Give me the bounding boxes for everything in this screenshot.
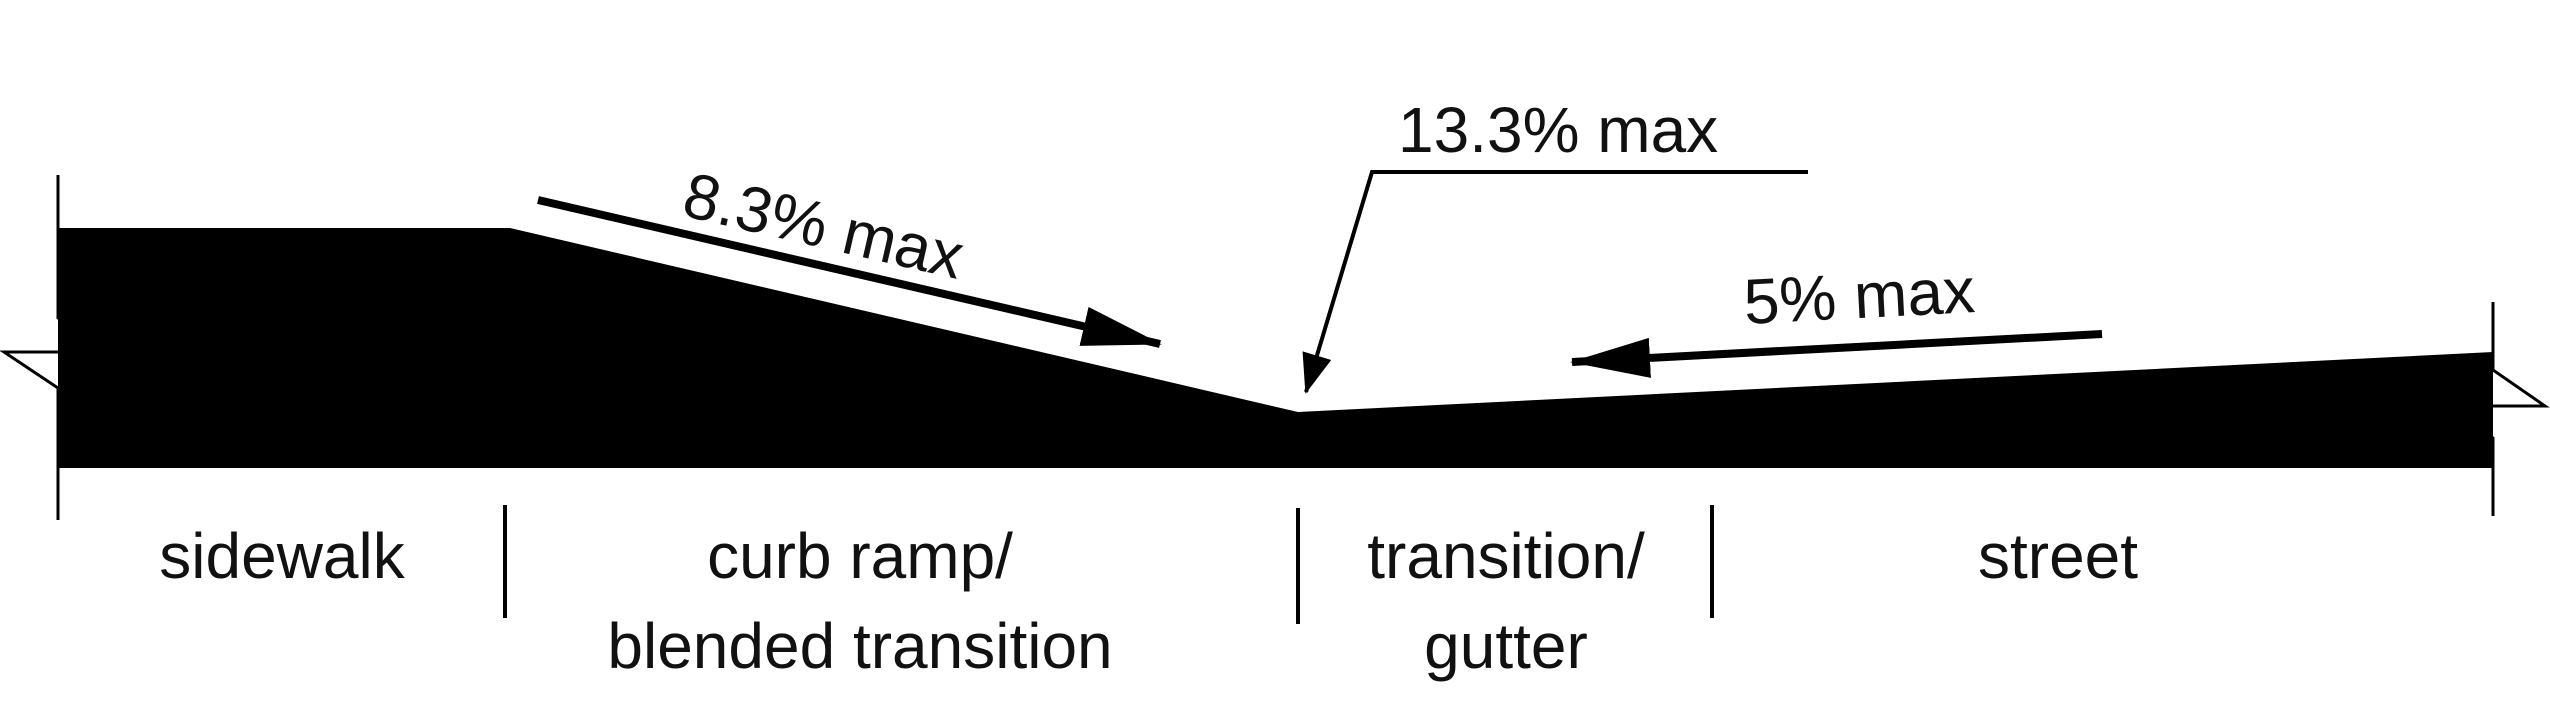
left-break-cutout	[0, 300, 58, 400]
zone-label-curb-ramp-line1: curb ramp/	[707, 520, 1013, 592]
transition-leader-line	[1302, 170, 1808, 394]
ground-profile	[58, 228, 2493, 468]
zone-label-street: street	[1978, 520, 2138, 592]
zone-label-sidewalk: sidewalk	[159, 520, 405, 592]
ramp-slope-arrow	[537, 196, 1162, 348]
right-break-line	[2443, 302, 2550, 516]
ramp-slope-label: 8.3% max	[677, 158, 970, 292]
street-slope-arrow	[1570, 330, 2103, 378]
zone-label-gutter-line2: gutter	[1424, 610, 1588, 682]
left-break-line	[0, 175, 113, 520]
transition-slope-label: 13.3% max	[1398, 94, 1718, 166]
street-slope-label: 5% max	[1742, 254, 1977, 338]
zone-label-gutter-line1: transition/	[1367, 520, 1645, 592]
zone-label-curb-ramp-line2: blended transition	[607, 610, 1112, 682]
right-break-cutout	[2493, 360, 2550, 440]
